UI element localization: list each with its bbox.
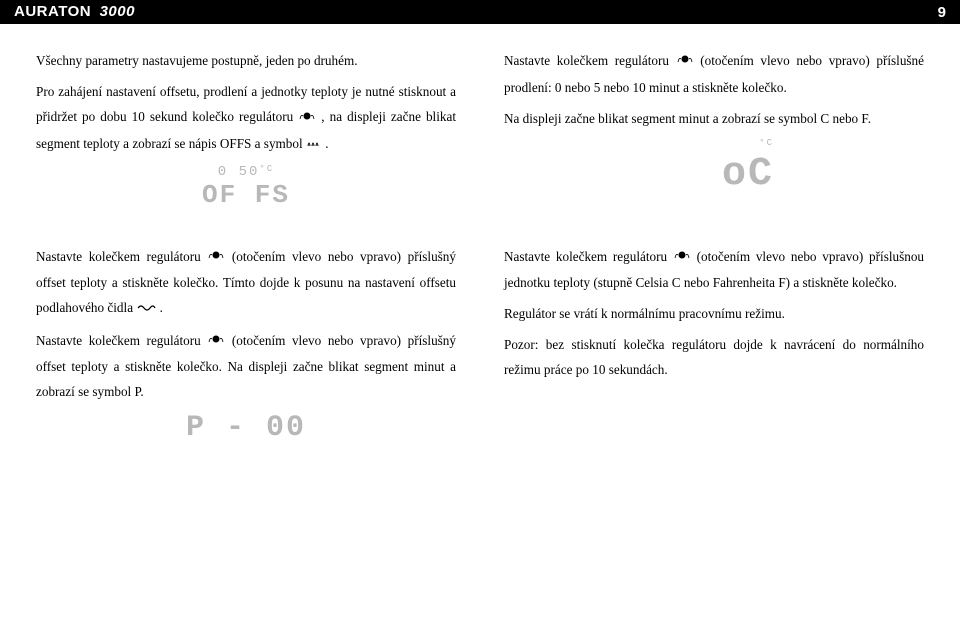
delay-paragraph: Nastavte kolečkem regulátoru (otočením v…	[504, 48, 924, 100]
lcd-p-value: P - 00	[186, 411, 306, 445]
dial-icon	[207, 328, 225, 353]
unit-paragraph: Nastavte kolečkem regulátoru (otočením v…	[504, 244, 924, 296]
page-number: 9	[938, 4, 946, 21]
lcd-c-value: oC	[722, 152, 774, 197]
offset-paragraph-1: Nastavte kolečkem regulátoru (otočením v…	[36, 244, 456, 322]
left-top-column: Všechny parametry nastavujeme postupně, …	[36, 48, 456, 220]
text-segment: Nastavte kolečkem regulátoru	[36, 249, 207, 264]
lcd-line1-value: 0 50	[218, 164, 260, 180]
brand-main: AURATON	[14, 3, 91, 20]
left-bottom-column: Nastavte kolečkem regulátoru (otočením v…	[36, 244, 456, 456]
lcd-display-offs: 0 50°C OF FS	[36, 165, 456, 209]
intro-paragraph: Všechny parametry nastavujeme postupně, …	[36, 48, 456, 73]
lcd-c-corner: °C	[759, 138, 774, 148]
text-segment: Nastavte kolečkem regulátoru	[504, 249, 673, 264]
text-segment: Nastavte kolečkem regulátoru	[504, 53, 676, 68]
instruction-paragraph: Pro zahájení nastavení offsetu, prodlení…	[36, 79, 456, 157]
dial-icon	[676, 48, 694, 73]
lcd-line1-unit: °C	[259, 164, 274, 174]
dial-icon	[207, 244, 225, 269]
display-c-paragraph: Na displeji začne blikat segment minut a…	[504, 106, 924, 131]
brand-model: 3000	[100, 3, 135, 20]
content-bottom-row: Nastavte kolečkem regulátoru (otočením v…	[0, 240, 960, 476]
right-bottom-column: Nastavte kolečkem regulátoru (otočením v…	[504, 244, 924, 456]
sensor-icon	[136, 296, 156, 321]
lcd-display-p: P - 00	[36, 412, 456, 445]
offset-paragraph-2: Nastavte kolečkem regulátoru (otočením v…	[36, 328, 456, 405]
warning-paragraph: Pozor: bez stisknutí kolečka regulátoru …	[504, 332, 924, 382]
wave-icon	[306, 131, 322, 156]
lcd-line2-value: OF FS	[202, 180, 290, 210]
text-segment: .	[160, 300, 163, 315]
dial-icon	[673, 244, 691, 269]
right-top-column: Nastavte kolečkem regulátoru (otočením v…	[504, 48, 924, 220]
dial-icon	[298, 105, 316, 130]
text-segment: .	[325, 136, 328, 151]
lcd-display-c: °C oC	[504, 139, 924, 198]
header-bar: AURATON 3000 9	[0, 0, 960, 24]
content-top-row: Všechny parametry nastavujeme postupně, …	[0, 24, 960, 240]
return-paragraph: Regulátor se vrátí k normálnímu pracovní…	[504, 301, 924, 326]
brand: AURATON 3000	[14, 3, 135, 21]
text-segment: Nastavte kolečkem regulátoru	[36, 333, 207, 348]
